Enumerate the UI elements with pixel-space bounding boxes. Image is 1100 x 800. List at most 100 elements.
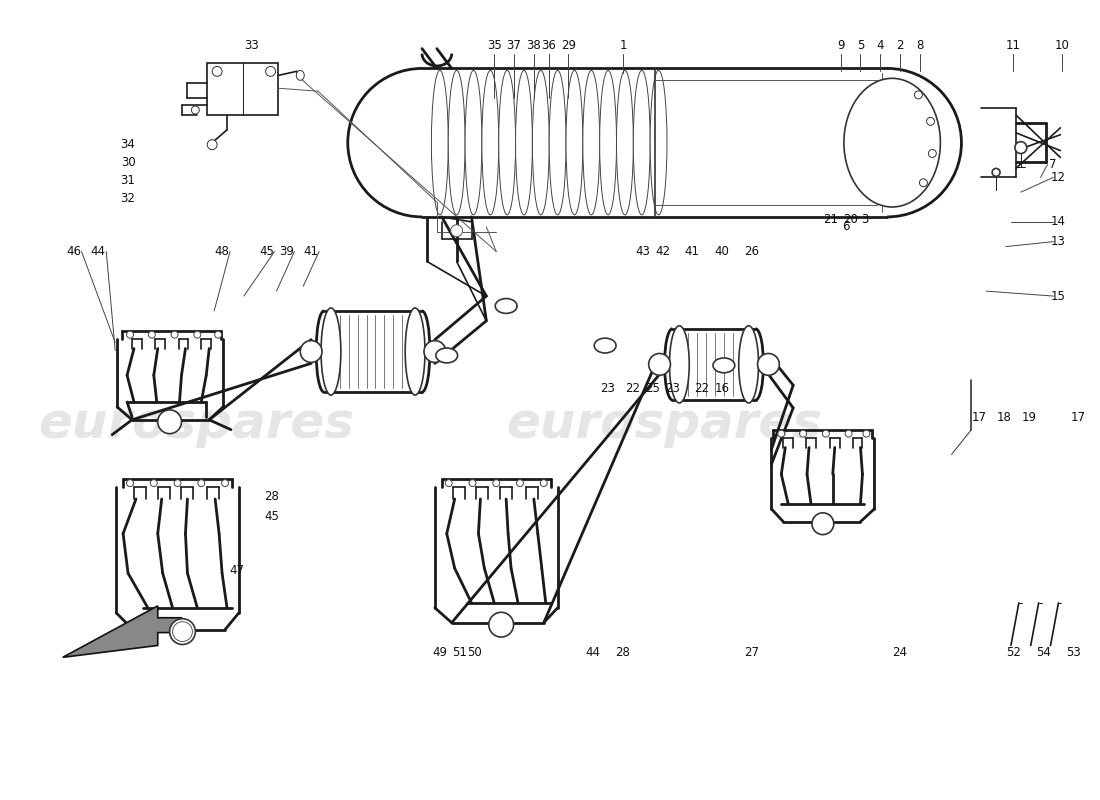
Ellipse shape <box>169 618 196 645</box>
Text: 45: 45 <box>264 510 279 523</box>
Ellipse shape <box>482 70 498 215</box>
Ellipse shape <box>540 480 547 486</box>
Ellipse shape <box>214 331 221 338</box>
Ellipse shape <box>488 612 514 637</box>
Ellipse shape <box>148 331 155 338</box>
Ellipse shape <box>517 480 524 486</box>
Ellipse shape <box>670 326 690 403</box>
Polygon shape <box>63 606 182 658</box>
Ellipse shape <box>498 70 516 215</box>
Text: 28: 28 <box>616 646 630 659</box>
Text: 9: 9 <box>837 39 845 52</box>
Text: 35: 35 <box>487 39 502 52</box>
Text: 22: 22 <box>625 382 640 394</box>
Text: 49: 49 <box>432 646 448 659</box>
Ellipse shape <box>758 354 779 375</box>
Ellipse shape <box>300 341 322 362</box>
Ellipse shape <box>221 480 229 486</box>
Ellipse shape <box>713 358 735 373</box>
Text: 40: 40 <box>715 245 729 258</box>
Ellipse shape <box>549 70 566 215</box>
Ellipse shape <box>448 70 465 215</box>
Text: 30: 30 <box>121 156 135 169</box>
Bar <box>207 63 278 115</box>
Ellipse shape <box>532 70 549 215</box>
Ellipse shape <box>566 70 583 215</box>
Text: 34: 34 <box>121 138 135 151</box>
Text: eurospares: eurospares <box>506 400 823 448</box>
Ellipse shape <box>739 326 759 403</box>
Ellipse shape <box>405 308 425 395</box>
Text: 48: 48 <box>214 245 230 258</box>
Ellipse shape <box>265 66 275 76</box>
Ellipse shape <box>812 513 834 534</box>
Ellipse shape <box>778 430 784 437</box>
Ellipse shape <box>174 480 182 486</box>
Ellipse shape <box>516 70 532 215</box>
Ellipse shape <box>928 150 936 158</box>
Text: 41: 41 <box>304 245 319 258</box>
Ellipse shape <box>495 298 517 314</box>
Text: 21: 21 <box>823 214 838 226</box>
Text: 43: 43 <box>636 245 650 258</box>
Ellipse shape <box>451 225 463 237</box>
Text: 25: 25 <box>646 382 660 394</box>
Text: 23: 23 <box>600 382 615 394</box>
Text: 44: 44 <box>585 646 601 659</box>
Text: 38: 38 <box>527 39 541 52</box>
Text: 3: 3 <box>860 214 868 226</box>
Text: 8: 8 <box>916 39 924 52</box>
Ellipse shape <box>844 78 940 207</box>
Ellipse shape <box>864 430 870 437</box>
Ellipse shape <box>424 341 446 362</box>
Text: 46: 46 <box>66 245 81 258</box>
Text: 27: 27 <box>744 646 759 659</box>
Text: 45: 45 <box>260 245 274 258</box>
Text: 53: 53 <box>1066 646 1080 659</box>
Text: 17: 17 <box>1070 411 1086 424</box>
Text: 37: 37 <box>507 39 521 52</box>
Ellipse shape <box>296 70 305 80</box>
Ellipse shape <box>436 348 458 363</box>
Text: 39: 39 <box>279 245 294 258</box>
Ellipse shape <box>914 91 923 99</box>
Ellipse shape <box>321 308 341 395</box>
Text: 47: 47 <box>230 564 244 577</box>
Ellipse shape <box>650 70 667 215</box>
Ellipse shape <box>992 168 1000 176</box>
Ellipse shape <box>191 106 199 114</box>
Ellipse shape <box>920 178 927 186</box>
Text: 20: 20 <box>843 214 858 226</box>
Text: 52: 52 <box>1006 646 1021 659</box>
Text: 7: 7 <box>1048 158 1056 171</box>
Ellipse shape <box>845 430 853 437</box>
Text: 6: 6 <box>842 220 849 234</box>
Ellipse shape <box>212 66 222 76</box>
Ellipse shape <box>198 480 205 486</box>
Ellipse shape <box>446 480 452 486</box>
Ellipse shape <box>600 70 616 215</box>
Ellipse shape <box>126 331 133 338</box>
Ellipse shape <box>800 430 806 437</box>
Text: 11: 11 <box>1005 39 1021 52</box>
Text: 12: 12 <box>1050 171 1066 184</box>
Ellipse shape <box>594 338 616 353</box>
Ellipse shape <box>126 480 133 486</box>
Text: 24: 24 <box>892 646 907 659</box>
Text: 23: 23 <box>666 382 680 394</box>
Text: 15: 15 <box>1050 290 1066 302</box>
Ellipse shape <box>194 331 201 338</box>
Ellipse shape <box>173 622 192 642</box>
Text: 36: 36 <box>541 39 557 52</box>
Text: 31: 31 <box>121 174 135 186</box>
Ellipse shape <box>823 430 829 437</box>
Text: 13: 13 <box>1050 235 1066 248</box>
Text: 50: 50 <box>468 646 482 659</box>
Ellipse shape <box>207 140 217 150</box>
Text: 16: 16 <box>714 382 729 394</box>
Text: 28: 28 <box>264 490 279 503</box>
Text: 17: 17 <box>971 411 987 424</box>
Text: 22: 22 <box>694 382 710 394</box>
Text: 5: 5 <box>857 39 865 52</box>
Text: 33: 33 <box>244 39 260 52</box>
